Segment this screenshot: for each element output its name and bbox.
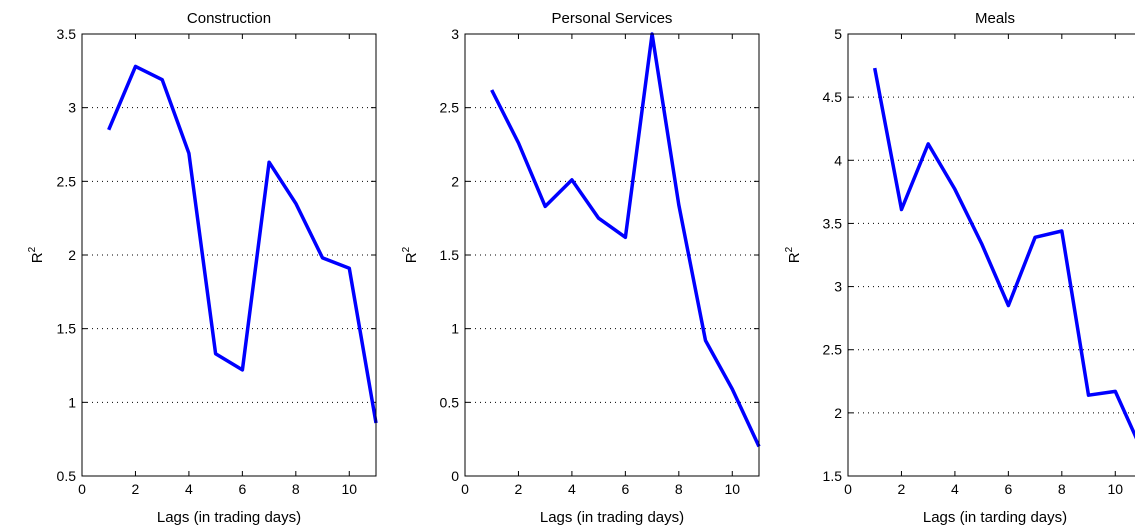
y-tick-label: 3 xyxy=(451,26,459,42)
plot-background xyxy=(465,34,759,476)
x-tick-label: 6 xyxy=(238,481,246,497)
y-tick-label: 3 xyxy=(834,279,842,295)
chart-personal-services: 00.511.522.53 0 2 4 6 8 10 Personal Services … xyxy=(401,10,761,526)
y-tick-label: 1.5 xyxy=(57,321,77,337)
y-axis-label: R2 xyxy=(27,246,46,263)
y-tick-label: 4.5 xyxy=(823,89,843,105)
y-axis-label: R2 xyxy=(401,246,420,263)
y-axis-label-superscript: 2 xyxy=(784,246,795,252)
x-tick-label: 10 xyxy=(341,481,357,497)
x-tick-label: 0 xyxy=(461,481,469,497)
x-tick-label: 8 xyxy=(675,481,683,497)
y-axis-label-base: R xyxy=(29,252,46,263)
chart-title: Personal Services xyxy=(552,10,673,27)
x-tick-label: 0 xyxy=(844,481,852,497)
x-tick-labels: 0 2 4 6 8 10 xyxy=(78,481,357,497)
series-line xyxy=(107,64,378,424)
x-tick-label: 4 xyxy=(951,481,959,497)
x-tick-label: 2 xyxy=(898,481,906,497)
y-tick-labels: 1.5 2 2.5 3 3.5 4 4.5 5 xyxy=(823,26,843,484)
y-axis-label-base: R xyxy=(786,252,803,263)
x-tick-label: 8 xyxy=(292,481,300,497)
y-axis-label-base: R xyxy=(403,252,420,263)
chart-meals: 1.5 2 2.5 3 3.5 4 4.5 5 0 2 4 6 8 10 Meals Lags (in … xyxy=(784,10,1135,526)
plot-frame xyxy=(81,33,377,477)
y-axis-label: R2 xyxy=(784,246,803,263)
x-tick-label: 10 xyxy=(1107,481,1123,497)
y-tick-label: 1 xyxy=(451,321,459,337)
x-axis-label: Lags (in trading days) xyxy=(157,509,301,526)
y-gridlines xyxy=(82,107,376,403)
x-tick-label: 4 xyxy=(568,481,576,497)
y-tick-labels: 0.5 1 1.5 2 2.5 3 3.5 xyxy=(57,26,77,484)
y-tick-label: 1.5 xyxy=(823,468,843,484)
y-tick-label: 0 xyxy=(451,468,459,484)
series-line xyxy=(490,32,761,448)
x-axis-label: Lags (in tarding days) xyxy=(923,509,1067,526)
x-tick-label: 2 xyxy=(515,481,523,497)
plot-background xyxy=(848,34,1135,476)
x-tick-label: 6 xyxy=(621,481,629,497)
chart-title: Meals xyxy=(975,10,1015,27)
x-tick-label: 0 xyxy=(78,481,86,497)
y-tick-label: 0.5 xyxy=(57,468,77,484)
y-tick-label: 2.5 xyxy=(57,173,77,189)
y-tick-label: 2 xyxy=(451,173,459,189)
plot-background xyxy=(82,34,376,476)
y-tick-label: 3 xyxy=(68,100,76,116)
plot-frame xyxy=(847,33,1135,477)
x-tick-label: 2 xyxy=(132,481,140,497)
chart-construction: 0.5 1 1.5 2 2.5 3 3.5 0 2 4 6 8 10 Construction Lag… xyxy=(27,10,378,526)
y-tick-label: 2 xyxy=(68,247,76,263)
x-tick-labels: 0 2 4 6 8 10 xyxy=(461,481,740,497)
x-tick-label: 8 xyxy=(1058,481,1066,497)
y-tick-label: 5 xyxy=(834,26,842,42)
x-tick-label: 4 xyxy=(185,481,193,497)
x-tick-label: 6 xyxy=(1004,481,1012,497)
y-tick-label: 3.5 xyxy=(823,215,843,231)
y-tick-label: 1 xyxy=(68,394,76,410)
y-axis-label-superscript: 2 xyxy=(27,246,38,252)
x-tick-label: 10 xyxy=(724,481,740,497)
x-axis-label: Lags (in trading days) xyxy=(540,509,684,526)
y-tick-label: 4 xyxy=(834,152,842,168)
y-tick-labels: 0 0.5 1 1.5 2 2.5 3 xyxy=(440,26,460,484)
plot-frame xyxy=(464,33,760,477)
y-gridlines xyxy=(848,96,1135,414)
y-tick-label: 2 xyxy=(834,405,842,421)
y-tick-label: 1.5 xyxy=(440,247,460,263)
x-tick-labels: 0 2 4 6 8 10 xyxy=(844,481,1123,497)
y-axis-label-superscript: 2 xyxy=(401,246,412,252)
y-tick-label: 3.5 xyxy=(57,26,77,42)
series-line xyxy=(872,67,1135,440)
y-tick-label: 2.5 xyxy=(440,100,460,116)
y-gridlines xyxy=(465,107,759,403)
chart-title: Construction xyxy=(187,10,271,27)
y-tick-label: 2.5 xyxy=(823,342,843,358)
y-tick-label: 0.5 xyxy=(440,394,460,410)
